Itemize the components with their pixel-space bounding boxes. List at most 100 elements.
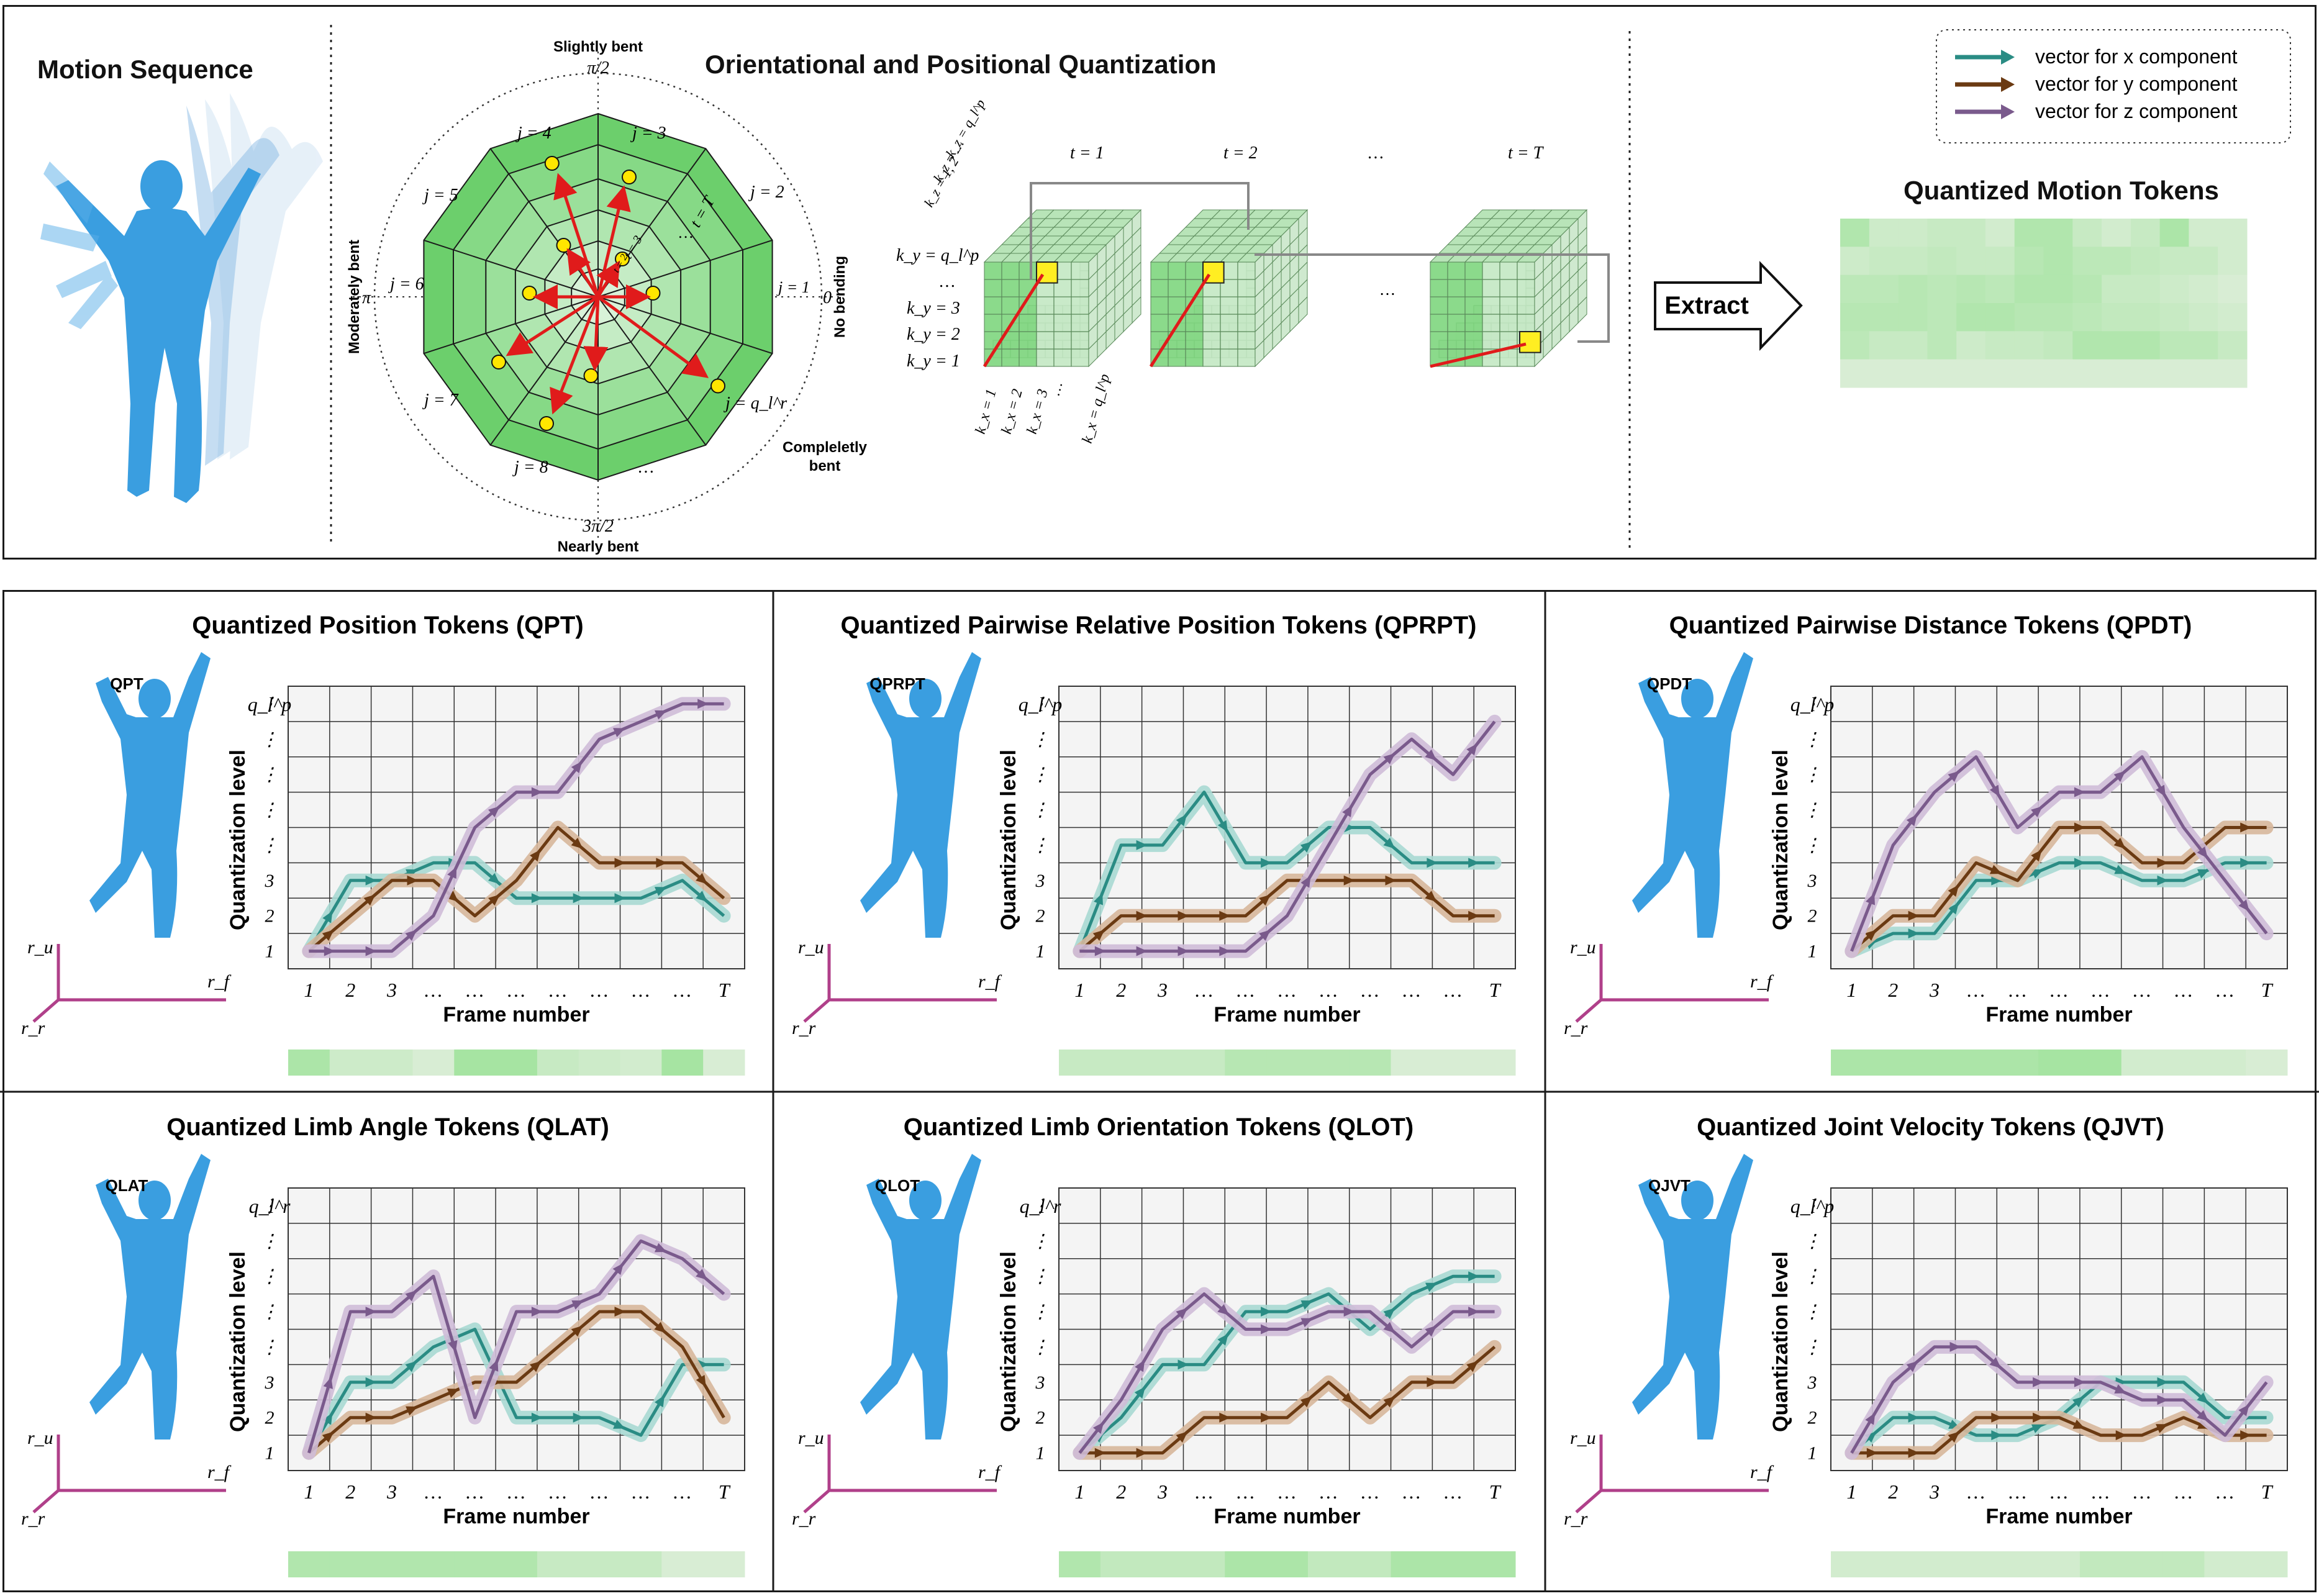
x-tick: … xyxy=(1278,1480,1296,1503)
token-cell xyxy=(2043,247,2073,276)
token-strip-cell xyxy=(2204,1551,2246,1577)
series-point xyxy=(1178,946,1189,956)
y-tick: ⋮ xyxy=(1803,729,1822,750)
token-strip-cell xyxy=(2162,1050,2205,1076)
series-point xyxy=(1261,1324,1273,1335)
x-tick: T xyxy=(719,979,731,1001)
label-moderately-bent: Moderately bent xyxy=(346,240,363,354)
x-tick: … xyxy=(549,979,566,1001)
polar-vector-arrow xyxy=(566,248,600,298)
polar-spoke xyxy=(597,296,707,446)
cube-vector-arrow xyxy=(1430,342,1527,368)
y-top-label: q_l^r xyxy=(249,1195,291,1217)
y-tick: ⋮ xyxy=(1031,835,1050,856)
x-tick: … xyxy=(1320,1480,1337,1503)
token-strip-cell xyxy=(703,1551,745,1577)
token-cell xyxy=(2043,303,2073,332)
token-strip-cell xyxy=(412,1551,455,1577)
y-axis-label: Quantization level xyxy=(997,750,1020,930)
series-point xyxy=(2157,875,2169,886)
label-nearly-bent: Nearly bent xyxy=(558,538,639,555)
token-cell xyxy=(2159,359,2189,388)
series-point xyxy=(696,873,708,884)
x-axis-label: Frame number xyxy=(1985,1003,2132,1027)
y-tick: ⋮ xyxy=(1031,1337,1050,1358)
extract-label: Extract xyxy=(1664,292,1749,319)
token-strip-cell xyxy=(1307,1050,1350,1076)
series-point xyxy=(1343,1307,1355,1317)
y-top-label: q_l^p xyxy=(248,693,291,715)
series-point xyxy=(1217,1333,1228,1346)
series-point xyxy=(1991,1412,2003,1423)
y-top-label: q_l^p xyxy=(1790,1195,1834,1217)
series-point xyxy=(654,887,667,896)
series-point xyxy=(1991,1430,2003,1441)
y-tick: 3 xyxy=(1035,871,1045,891)
label-slightly-bent: Slightly bent xyxy=(553,39,643,55)
y-tick: 2 xyxy=(265,1408,275,1428)
token-strip-cell xyxy=(1913,1551,1956,1577)
series-line xyxy=(1850,1345,2268,1454)
y-tick: ⋮ xyxy=(1803,1337,1822,1358)
x-tick: 3 xyxy=(1157,1480,1168,1503)
series-point xyxy=(2031,1424,2044,1433)
token-strip-cell xyxy=(1059,1050,1101,1076)
series-point xyxy=(1219,946,1231,956)
token-strip-cell xyxy=(2121,1551,2164,1577)
angle-zero: 0 xyxy=(823,288,832,307)
series-point xyxy=(1300,1318,1314,1328)
token-strip-cell xyxy=(288,1551,330,1577)
token-strip-cell xyxy=(1997,1050,2039,1076)
series-point xyxy=(365,1412,377,1423)
series-point xyxy=(405,930,417,941)
series-point xyxy=(2238,899,2249,912)
token-strip-cell xyxy=(1955,1050,1997,1076)
token-strip xyxy=(288,1050,745,1076)
series-line xyxy=(1078,879,1495,953)
series-point xyxy=(1468,858,1480,868)
token-strip-cell xyxy=(2246,1551,2288,1577)
y-tick: ⋮ xyxy=(260,1266,279,1287)
y-tick: ⋮ xyxy=(1031,1266,1050,1287)
human-figure xyxy=(860,1154,981,1440)
series-point xyxy=(1991,875,2003,886)
token-cell xyxy=(2189,219,2218,247)
series-point xyxy=(1092,930,1105,941)
top-diagram: j = 1 j = 2 j = 3 j = 4 j = 5 j = 6 j = … xyxy=(40,25,2291,555)
token-tag: QPDT xyxy=(1647,674,1692,693)
token-strip-cell xyxy=(1831,1050,1873,1076)
series-point xyxy=(531,893,543,904)
position-cubes: … xyxy=(983,182,1610,368)
series-point xyxy=(405,1290,417,1302)
token-strip-cell xyxy=(620,1050,662,1076)
x-tick: 2 xyxy=(345,979,355,1001)
token-cell xyxy=(2189,331,2218,360)
series-point xyxy=(1300,876,1311,888)
svg-text:r_u: r_u xyxy=(798,937,824,958)
x-tick: … xyxy=(674,1480,691,1503)
series-point xyxy=(1383,1308,1395,1320)
motion-tokens-title: Quantized Motion Tokens xyxy=(1904,176,2219,205)
cube-vector-arrow xyxy=(983,273,1045,368)
token-cell xyxy=(2072,274,2102,304)
extract-arrow: Extract xyxy=(1654,261,1803,351)
y-tick: 1 xyxy=(1036,941,1045,962)
kx-label-2: k_x = 2 xyxy=(999,388,1026,436)
token-cell xyxy=(1927,219,1957,247)
token-strip-cell xyxy=(496,1050,538,1076)
body-silhouette xyxy=(56,160,261,503)
bottom-dividers xyxy=(0,590,2319,1592)
x-tick: … xyxy=(1445,979,1462,1001)
x-tick: … xyxy=(2175,1480,2192,1503)
y-tick: ⋮ xyxy=(260,1337,279,1358)
panel-title: Quantized Pairwise Relative Position Tok… xyxy=(841,612,1477,639)
series-point xyxy=(1864,930,1877,941)
series-point xyxy=(2074,1377,2085,1387)
token-cell xyxy=(2014,359,2044,388)
token-cell xyxy=(2102,331,2131,360)
y-top-label: q_l^p xyxy=(1790,693,1834,715)
polar-point xyxy=(622,170,637,184)
series-point xyxy=(1178,1359,1189,1370)
token-strip-cell xyxy=(2246,1050,2288,1076)
